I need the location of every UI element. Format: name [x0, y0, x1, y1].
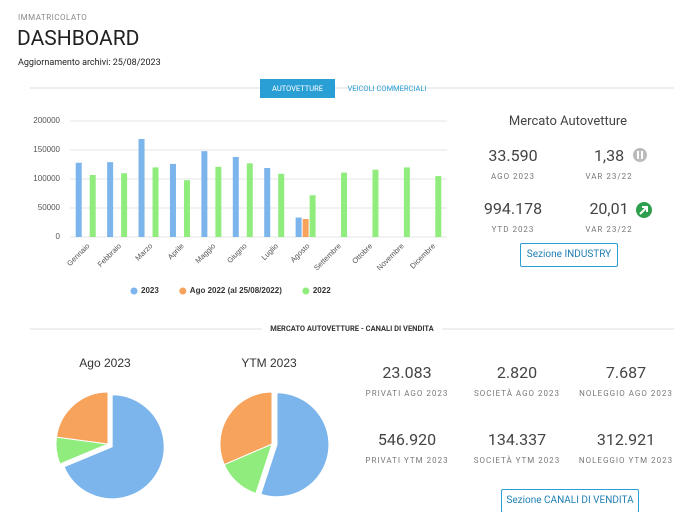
kpi-label: VAR 23/22: [585, 225, 633, 234]
bar: [278, 173, 285, 237]
update-date: Aggiornamento archivi: 25/08/2023: [18, 58, 161, 68]
bar: [246, 163, 253, 237]
kpi: 7.687 NOLEGGIO AGO 2023: [579, 363, 674, 401]
y-tick-label: 0: [56, 232, 61, 241]
legend-label: 2023: [141, 286, 159, 295]
x-tick-label: Giugno: [225, 241, 248, 264]
page-title: DASHBOARD: [17, 27, 140, 51]
kpi-label: NOLEGGIO AGO 2023: [579, 389, 673, 398]
bar: [152, 167, 159, 237]
pie-slice: [63, 394, 165, 500]
bar: [75, 162, 82, 237]
kpi: 994.178 YTD 2023: [468, 199, 558, 237]
kpi-value: 20,01: [589, 199, 629, 218]
pie-title: Ago 2023: [79, 356, 131, 370]
kpi-value: 546.920: [377, 430, 437, 449]
kpi: 33.590 AGO 2023: [468, 146, 558, 184]
legend-swatch: [302, 287, 310, 295]
kpi-value: 1,38: [593, 146, 625, 165]
kpi: 134.337 SOCIETÀ YTM 2023: [470, 430, 565, 468]
tab[interactable]: AUTOVETTURE: [271, 84, 323, 93]
x-tick-label: Dicembre: [408, 241, 437, 270]
kpi-label: AGO 2023: [490, 172, 536, 181]
bar: [435, 176, 442, 237]
bar: [215, 166, 222, 237]
y-tick-label: 50000: [38, 203, 61, 212]
kpi-value: 134.337: [487, 430, 547, 449]
bar: [89, 174, 96, 237]
pie-slice: [260, 392, 330, 498]
x-tick-label: Aprile: [166, 241, 186, 261]
x-tick-label: Novembre: [375, 241, 406, 272]
bar: [295, 217, 302, 237]
icon-part: [639, 206, 648, 215]
kpi: 2.820 SOCIETÀ AGO 2023: [470, 363, 565, 401]
kpi-label: YTD 2023: [491, 225, 535, 234]
kpi: 312.921 NOLEGGIO YTM 2023: [579, 430, 674, 468]
bar: [309, 195, 316, 237]
bar: [264, 167, 271, 237]
x-tick-label: Maggio: [193, 241, 217, 265]
x-tick-label: Gennaio: [65, 241, 91, 267]
icon-part: [637, 151, 639, 159]
bar: [169, 163, 176, 237]
neutral-icon: [633, 148, 647, 162]
kpi-value: 2.820: [496, 363, 538, 382]
x-tick-label: Ottobre: [350, 241, 374, 265]
bar: [107, 162, 114, 237]
bar: [302, 219, 309, 237]
x-tick-label: Settembre: [312, 241, 343, 272]
kpi-value: 994.178: [483, 199, 543, 218]
x-tick-label: Luglio: [259, 241, 280, 262]
pie-title: YTM 2023: [241, 356, 297, 370]
pie-slice: [55, 391, 109, 445]
x-tick-label: Agosto: [289, 241, 312, 264]
legend-label: 2022: [313, 286, 331, 295]
industry-button[interactable]: Sezione INDUSTRY: [520, 243, 618, 267]
bar: [341, 172, 348, 237]
kpi-value: 7.687: [605, 363, 647, 382]
bar: [372, 169, 379, 237]
legend-label: Ago 2022 (al 25/08/2022): [190, 286, 282, 295]
kpi: 23.083 PRIVATI AGO 2023: [360, 363, 455, 401]
legend-swatch: [179, 287, 187, 295]
kpi-label: SOCIETÀ YTM 2023: [473, 456, 561, 465]
overline: IMMATRICOLATO: [18, 13, 88, 22]
y-tick-label: 200000: [33, 116, 60, 125]
y-tick-label: 150000: [33, 145, 60, 154]
kpi-value: 312.921: [596, 430, 656, 449]
kpi-value: 23.083: [382, 363, 432, 382]
y-tick-label: 100000: [33, 174, 60, 183]
kpi: 20,01 VAR 23/22: [564, 199, 654, 237]
tab[interactable]: VEICOLI COMMERCIALI: [347, 84, 427, 93]
market-title: Mercato Autovetture: [508, 114, 628, 129]
bar: [201, 151, 208, 237]
tab-active-bg: [260, 79, 335, 98]
kpi: 546.920 PRIVATI YTM 2023: [360, 430, 455, 468]
icon-part: [641, 151, 643, 159]
kpi-label: PRIVATI AGO 2023: [365, 389, 449, 398]
kpi-label: SOCIETÀ AGO 2023: [473, 389, 561, 398]
x-tick-label: Febbraio: [96, 241, 123, 268]
section-title: MERCATO AUTOVETTURE - CANALI DI VENDITA: [262, 323, 442, 335]
channels-button[interactable]: Sezione CANALI DI VENDITA: [501, 489, 639, 512]
x-tick-label: Marzo: [133, 241, 154, 262]
kpi: 1,38 VAR 23/22: [564, 146, 654, 184]
bar: [183, 180, 190, 237]
kpi-label: VAR 23/22: [585, 172, 633, 181]
pie-slice: [219, 391, 273, 466]
bar: [138, 138, 145, 237]
kpi-label: PRIVATI YTM 2023: [365, 456, 449, 465]
bar: [232, 156, 239, 237]
legend-swatch: [130, 287, 138, 295]
kpi-label: NOLEGGIO YTM 2023: [578, 456, 674, 465]
bar: [121, 173, 128, 237]
kpi-value: 33.590: [488, 146, 538, 165]
bar: [403, 167, 410, 237]
